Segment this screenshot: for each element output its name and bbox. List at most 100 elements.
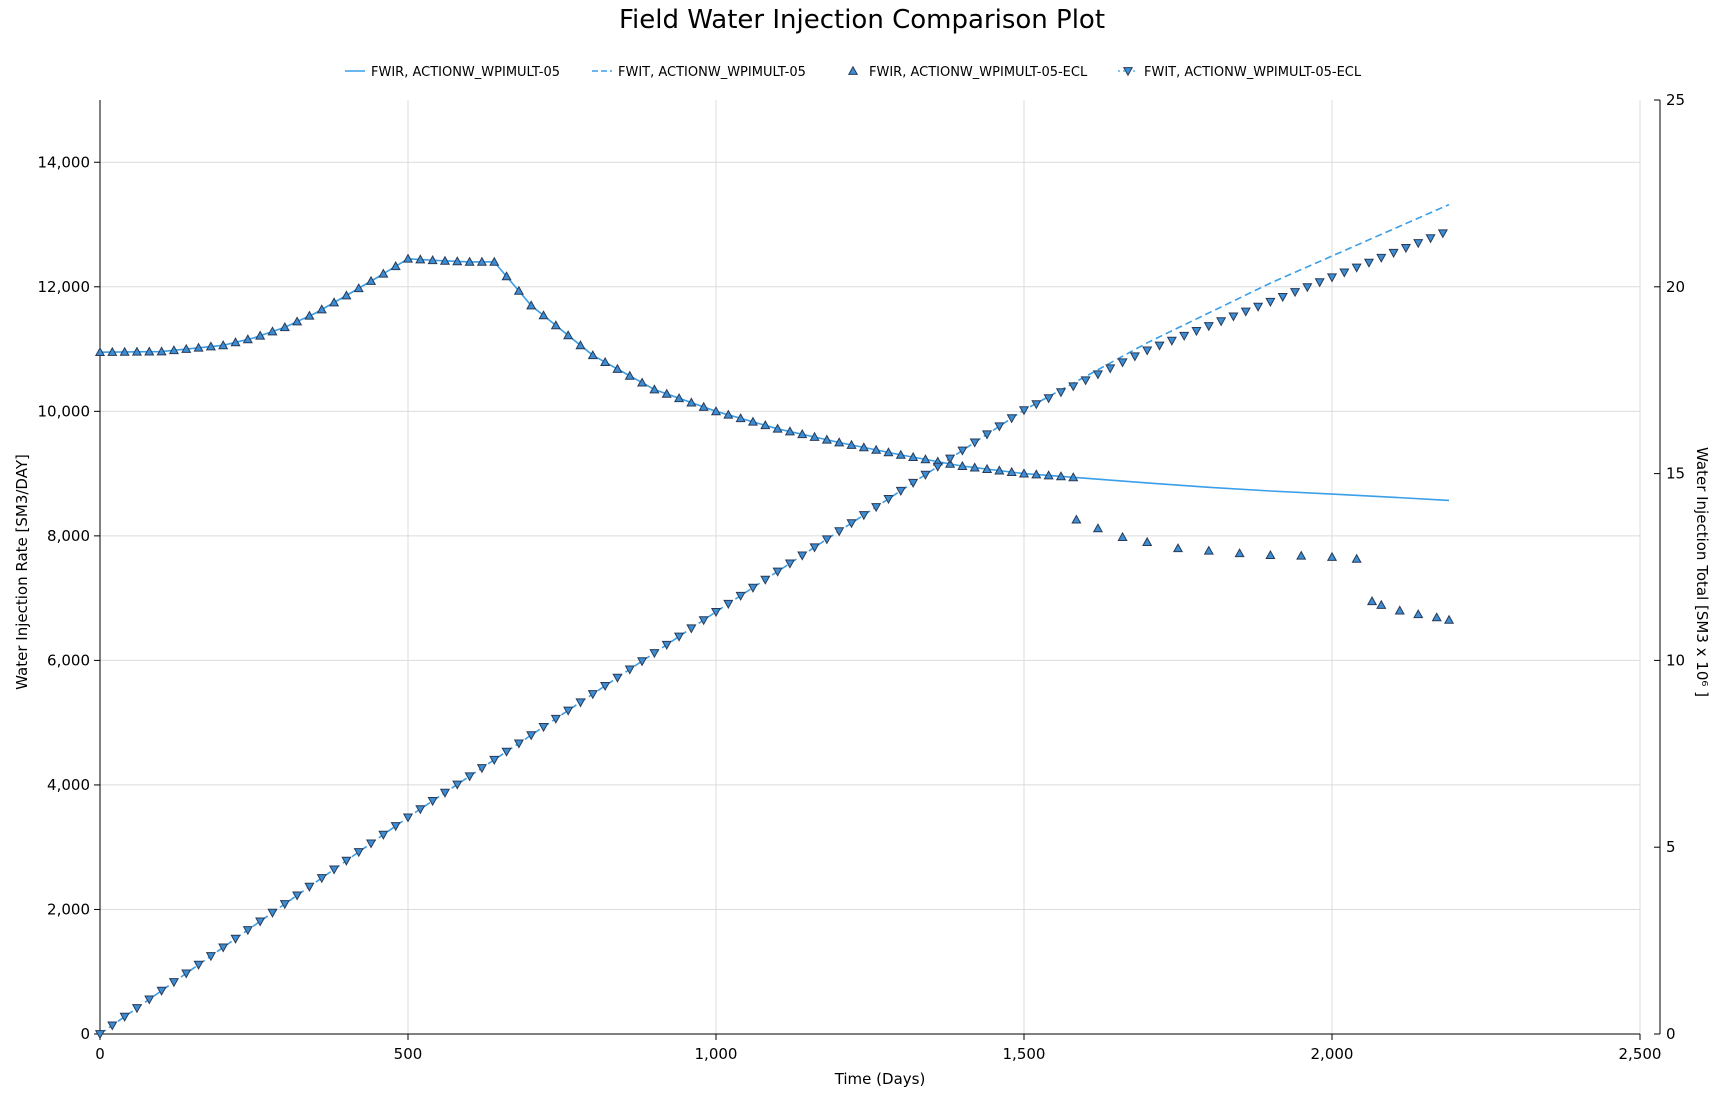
legend: FWIR, ACTIONW_WPIMULT-05 FWIT, ACTIONW_WP… (345, 65, 1362, 80)
data-point (673, 393, 685, 403)
data-point (600, 356, 611, 367)
y2-tick-label: 0 (1666, 1025, 1676, 1043)
data-point (1068, 382, 1079, 392)
legend-swatch (1122, 67, 1134, 77)
data-point (846, 439, 857, 449)
data-point (686, 624, 697, 634)
data-point (464, 772, 475, 782)
data-point (649, 649, 660, 659)
data-point (981, 430, 993, 440)
data-point (329, 297, 340, 307)
data-point (1296, 550, 1307, 560)
data-point (649, 384, 660, 394)
y2-tick-label: 10 (1666, 651, 1685, 669)
data-point (230, 337, 241, 347)
data-point (279, 322, 290, 332)
data-point (661, 640, 672, 650)
data-point (144, 995, 155, 1005)
data-point (1431, 612, 1442, 622)
data-point (292, 891, 303, 901)
data-point (1234, 548, 1245, 558)
data-point (1092, 523, 1103, 533)
data-point (1203, 322, 1214, 332)
data-point (821, 434, 832, 444)
data-point (981, 463, 993, 473)
data-point (218, 340, 229, 350)
data-point (871, 503, 882, 513)
data-point (513, 739, 524, 749)
data-point (230, 934, 241, 944)
data-point (563, 706, 574, 716)
data-point (1043, 470, 1054, 480)
data-point (156, 986, 167, 996)
data-point (402, 253, 414, 263)
data-point (439, 788, 451, 798)
data-point (1092, 370, 1103, 380)
data-point (365, 839, 377, 849)
data-point (1437, 229, 1448, 239)
x-tick-label: 2,000 (1311, 1045, 1354, 1063)
legend-label: FWIT, ACTIONW_WPIMULT-05-ECL (1144, 65, 1362, 80)
data-point (686, 397, 697, 407)
data-point (242, 334, 253, 344)
data-point (1339, 268, 1350, 278)
data-point (710, 406, 722, 416)
data-point (378, 268, 389, 278)
data-point (1413, 239, 1424, 249)
chart-title: Field Water Injection Comparison Plot (619, 5, 1105, 35)
data-point (1351, 263, 1362, 273)
data-point (205, 952, 216, 962)
data-point (316, 874, 327, 884)
data-point (255, 917, 266, 927)
data-point (329, 865, 340, 875)
data-point (464, 256, 475, 266)
data-point (205, 341, 216, 351)
data-point (858, 511, 869, 521)
x-tick-label: 1,000 (695, 1045, 738, 1063)
y-axis-label: Water Injection Rate [SM3/DAY] (13, 454, 31, 690)
x-axis-label: Time (Days) (834, 1070, 926, 1088)
data-point (994, 465, 1005, 475)
data-point (501, 271, 512, 281)
data-point (1179, 331, 1190, 341)
data-point (809, 543, 820, 553)
data-point (1425, 234, 1436, 244)
data-point (1388, 248, 1399, 259)
data-point (193, 960, 204, 970)
data-point (747, 416, 759, 426)
x-tick-label: 0 (95, 1045, 105, 1063)
data-point (637, 377, 648, 387)
data-point (1105, 364, 1116, 374)
data-point (1277, 292, 1288, 303)
data-point (735, 413, 746, 423)
data-point (1031, 400, 1042, 410)
series-4 (94, 229, 1448, 1040)
data-point (1117, 531, 1128, 541)
data-point (550, 320, 561, 330)
series-line (99, 257, 1450, 502)
data-point (1055, 388, 1067, 398)
data-point (969, 438, 980, 448)
data-point (538, 310, 549, 320)
data-point (1216, 317, 1227, 327)
data-point (181, 969, 192, 979)
data-point (168, 345, 179, 355)
data-point (760, 420, 771, 430)
data-point (895, 449, 906, 459)
data-point (723, 409, 734, 419)
data-point (920, 470, 931, 480)
data-point (821, 535, 832, 545)
data-point (1142, 346, 1153, 356)
data-point (784, 559, 795, 569)
data-point (735, 591, 746, 601)
data-point (267, 908, 278, 918)
legend-label: FWIR, ACTIONW_WPIMULT-05-ECL (869, 65, 1088, 80)
data-point (255, 330, 266, 340)
data-point (1154, 341, 1165, 351)
y2-tick-label: 15 (1666, 465, 1685, 483)
data-point (945, 454, 956, 464)
x-tick-label: 500 (394, 1045, 423, 1063)
data-point (489, 755, 500, 766)
data-point (1018, 468, 1030, 478)
data-point (1376, 599, 1387, 609)
